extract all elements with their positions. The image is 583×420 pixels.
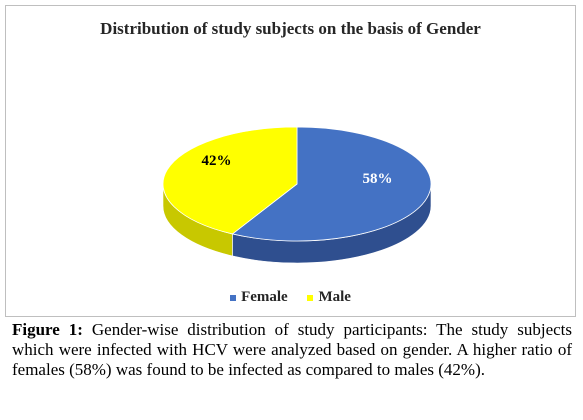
legend-swatch-female: [230, 294, 237, 301]
legend-item-female: Female: [230, 289, 288, 306]
legend-swatch-male: [307, 294, 314, 301]
data-label-female: 58%: [362, 171, 392, 187]
figure-caption-label: Figure 1:: [12, 320, 83, 339]
legend-label-male: Male: [318, 289, 351, 305]
pie-slice-male: [162, 126, 298, 235]
pie-chart: 58% 42%: [162, 126, 432, 264]
figure-caption-text: Gender-wise distribution of study partic…: [12, 320, 573, 379]
chart-legend: Female Male: [6, 289, 575, 306]
figure-caption: Figure 1: Gender-wise distribution of st…: [12, 320, 572, 380]
legend-label-female: Female: [241, 289, 288, 305]
chart-title: Distribution of study subjects on the ba…: [100, 19, 481, 38]
legend-item-male: Male: [307, 289, 351, 306]
pie-slice-female: [231, 126, 432, 242]
chart-frame: Distribution of study subjects on the ba…: [5, 5, 576, 317]
data-label-male: 42%: [202, 153, 232, 169]
